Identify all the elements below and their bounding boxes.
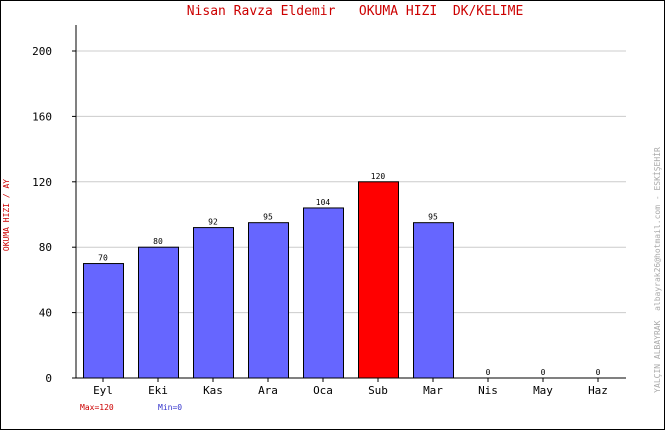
data-label: 70 bbox=[98, 254, 108, 263]
y-tick-label: 0 bbox=[45, 372, 52, 385]
y-tick-label: 120 bbox=[32, 176, 52, 189]
bar bbox=[83, 263, 124, 379]
data-label: 0 bbox=[486, 368, 491, 377]
x-tick-label: Nis bbox=[478, 384, 498, 397]
axes: 0 40 80 120 160 200 Eyl Eki Kas Ara Oca Sub Mar Nis Ma… bbox=[32, 25, 626, 397]
y-axis-label: OKUMA HIZI / AY bbox=[2, 179, 11, 251]
y-tick-label: 160 bbox=[32, 110, 52, 123]
y-tick-label: 200 bbox=[32, 45, 52, 58]
author-note: YALÇIN ALBAYRAK albayrak26@hotmail.com -… bbox=[652, 147, 662, 393]
data-label: 0 bbox=[596, 368, 601, 377]
data-label: 120 bbox=[371, 172, 386, 181]
y-tick-label: 80 bbox=[39, 241, 52, 254]
data-label: 0 bbox=[541, 368, 546, 377]
bar bbox=[248, 222, 289, 379]
bar bbox=[303, 207, 344, 379]
x-tick-label: Sub bbox=[368, 384, 388, 397]
x-tick-label: Haz bbox=[588, 384, 608, 397]
data-label: 95 bbox=[263, 213, 273, 222]
x-tick-label: Eki bbox=[148, 384, 168, 397]
x-tick-label: Eyl bbox=[93, 384, 113, 397]
bars: 70 80 92 95 104 120 95 0 0 0 bbox=[83, 172, 601, 379]
min-label: Min=0 bbox=[158, 403, 182, 412]
data-label: 95 bbox=[428, 213, 438, 222]
data-label: 104 bbox=[316, 198, 331, 207]
chart-title: Nisan Ravza Eldemir OKUMA HIZI DK/KELIME bbox=[187, 4, 524, 19]
data-label: 80 bbox=[153, 237, 163, 246]
x-tick-label: Kas bbox=[203, 384, 223, 397]
x-tick-label: Mar bbox=[423, 384, 443, 397]
x-tick-label: Oca bbox=[313, 384, 333, 397]
bar bbox=[358, 181, 399, 379]
max-label: Max=120 bbox=[80, 403, 114, 412]
data-label: 92 bbox=[208, 218, 218, 227]
y-tick-label: 40 bbox=[39, 307, 52, 320]
bar bbox=[138, 246, 179, 379]
bar bbox=[193, 227, 234, 379]
x-tick-label: Ara bbox=[258, 384, 278, 397]
x-tick-label: May bbox=[533, 384, 553, 397]
bar bbox=[413, 222, 454, 379]
